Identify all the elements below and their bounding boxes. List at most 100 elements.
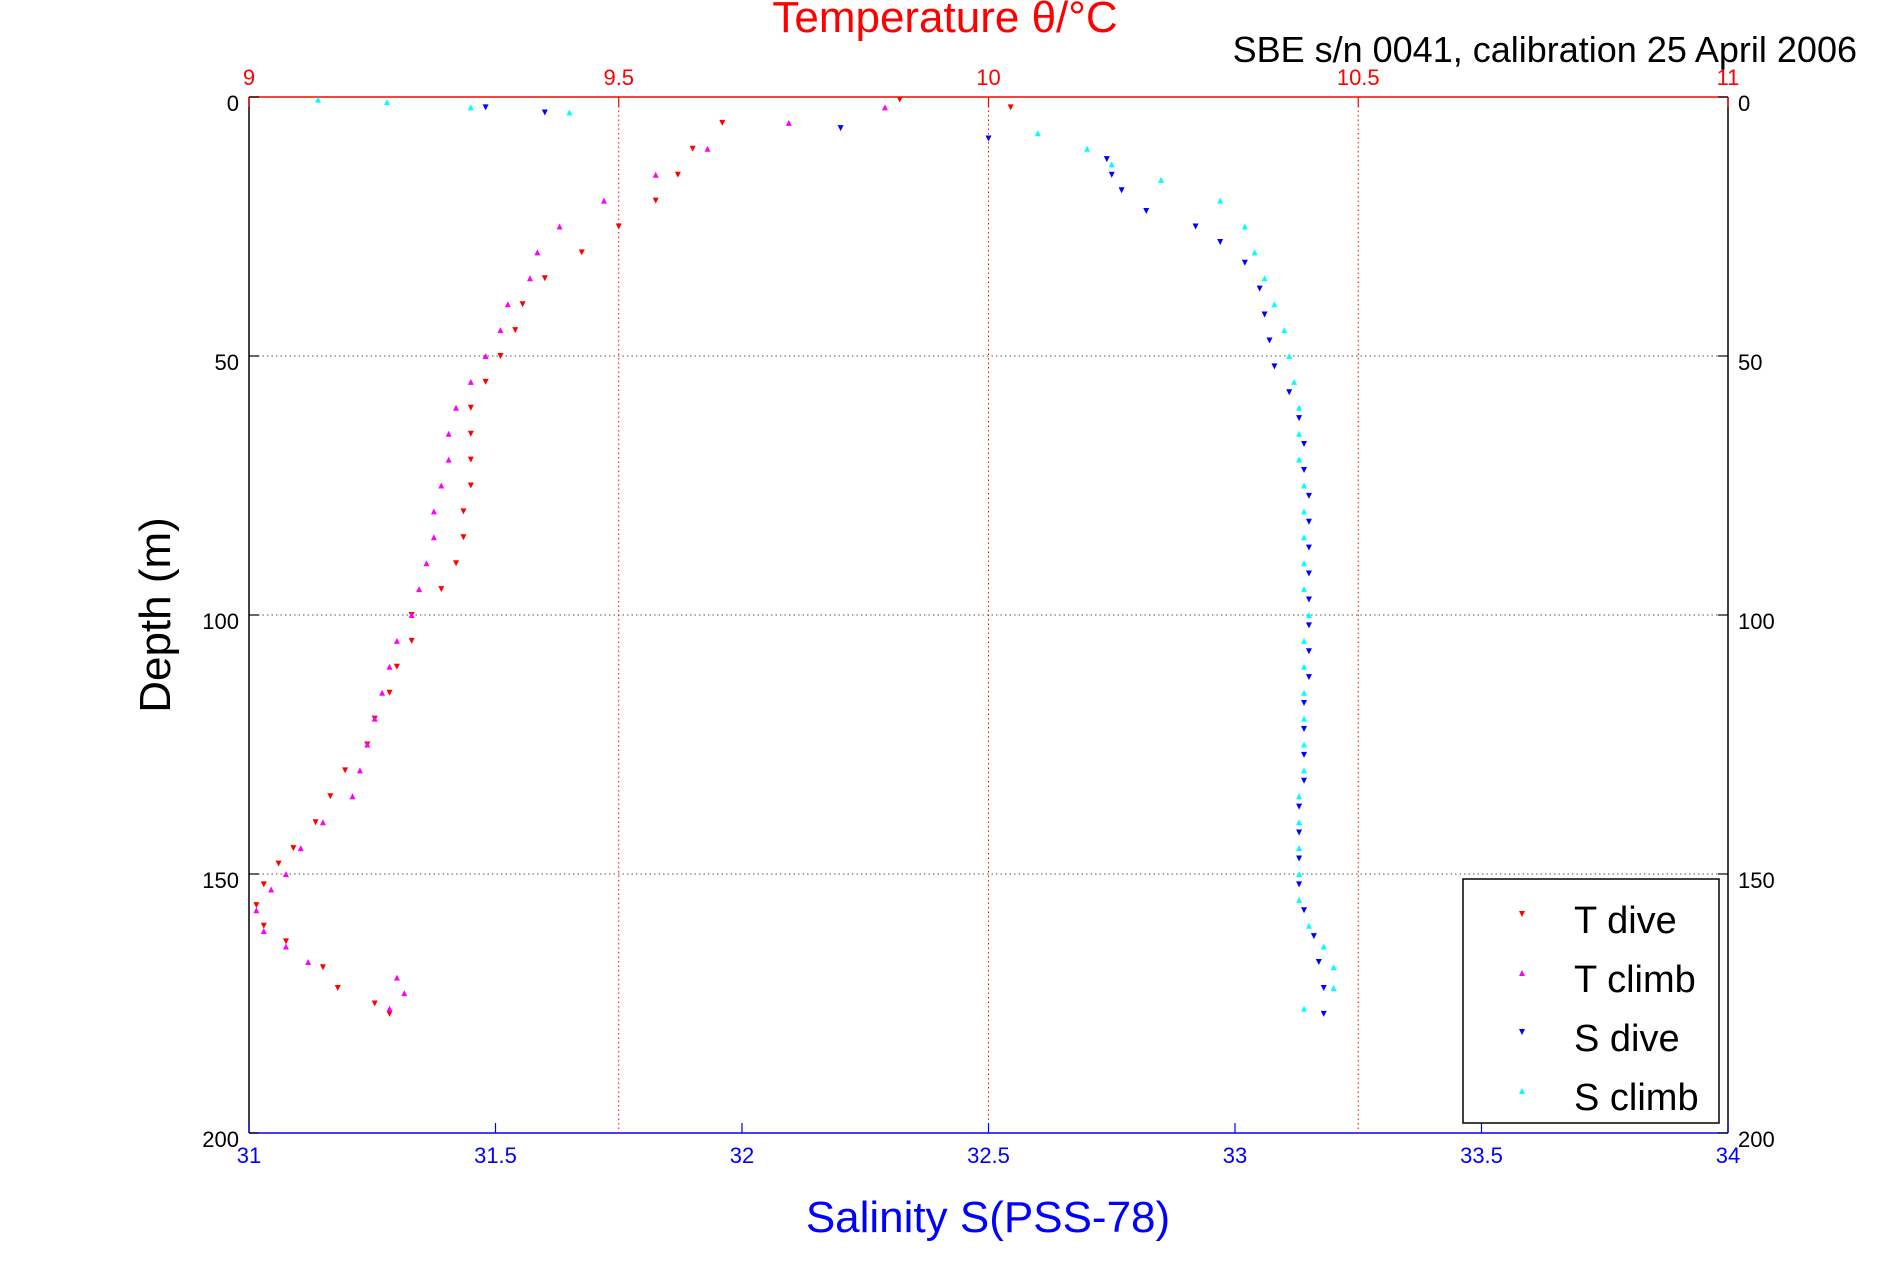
bottom-tick-label: 33.5 bbox=[1460, 1143, 1503, 1168]
data-point bbox=[1281, 327, 1288, 334]
data-point bbox=[260, 922, 267, 929]
legend-label-s-dive: S dive bbox=[1574, 1018, 1680, 1060]
data-point bbox=[689, 145, 696, 152]
grid bbox=[249, 97, 1728, 1133]
series-s-dive bbox=[482, 104, 1327, 1017]
data-point bbox=[386, 689, 393, 696]
y-tick-label-left: 150 bbox=[202, 868, 239, 893]
data-point bbox=[1305, 570, 1312, 577]
data-point bbox=[615, 223, 622, 230]
data-point bbox=[1296, 829, 1303, 836]
data-point bbox=[504, 301, 511, 308]
legend-marker-s-dive bbox=[1519, 1029, 1525, 1035]
data-point bbox=[1271, 301, 1278, 308]
data-point bbox=[253, 907, 260, 914]
data-point bbox=[453, 560, 460, 567]
top-tick-label: 9 bbox=[243, 65, 255, 90]
data-point bbox=[541, 109, 548, 116]
data-point bbox=[467, 378, 474, 385]
data-point bbox=[467, 404, 474, 411]
data-point bbox=[253, 902, 260, 909]
y-tick-label-left: 50 bbox=[215, 350, 239, 375]
legend-entry-t-dive: T dive bbox=[1519, 900, 1677, 942]
data-point bbox=[1301, 482, 1308, 489]
data-point bbox=[1301, 777, 1308, 784]
data-point bbox=[1301, 725, 1308, 732]
legend-box bbox=[1462, 878, 1720, 1124]
data-point bbox=[1305, 492, 1312, 499]
data-point bbox=[1305, 674, 1312, 681]
bottom-tick-label: 33 bbox=[1223, 1143, 1247, 1168]
legend-marker-s-climb bbox=[1519, 1088, 1525, 1094]
series-t-climb bbox=[253, 104, 888, 1012]
data-point bbox=[497, 327, 504, 334]
data-point bbox=[1143, 207, 1150, 214]
data-point bbox=[315, 96, 322, 103]
data-point bbox=[1320, 1010, 1327, 1017]
data-point bbox=[1158, 176, 1165, 183]
data-point bbox=[527, 275, 534, 282]
legend-label-t-climb: T climb bbox=[1574, 959, 1696, 1001]
data-point bbox=[384, 99, 391, 106]
data-point bbox=[1315, 959, 1322, 966]
data-point bbox=[1301, 741, 1308, 748]
top-tick-label: 10.5 bbox=[1337, 65, 1380, 90]
legend-label-s-climb: S climb bbox=[1574, 1077, 1699, 1119]
data-point bbox=[985, 135, 992, 142]
data-point bbox=[1108, 161, 1115, 168]
data-point bbox=[445, 456, 452, 463]
data-point bbox=[1192, 223, 1199, 230]
bottom-tick-label: 32 bbox=[730, 1143, 754, 1168]
data-point bbox=[386, 1010, 393, 1017]
data-point bbox=[408, 612, 415, 618]
bottom-tick-label: 31 bbox=[237, 1143, 261, 1168]
data-point bbox=[268, 886, 275, 893]
data-point bbox=[312, 819, 319, 826]
data-point bbox=[482, 378, 489, 385]
data-point bbox=[371, 1000, 378, 1007]
data-point bbox=[1301, 751, 1308, 758]
data-point bbox=[282, 943, 289, 950]
data-point bbox=[1305, 922, 1312, 929]
data-point bbox=[1296, 793, 1303, 800]
data-point bbox=[1301, 508, 1308, 515]
data-point bbox=[1301, 466, 1308, 473]
data-point bbox=[416, 586, 423, 593]
data-point bbox=[1305, 544, 1312, 551]
data-point bbox=[600, 197, 607, 204]
data-point bbox=[386, 1005, 393, 1012]
data-point bbox=[371, 715, 378, 722]
data-point bbox=[519, 301, 526, 308]
data-point bbox=[512, 327, 519, 334]
ticks: 0 0 50 50 100 100 150 150 200 200 9 9.5 10 10.5 11 31 31… bbox=[202, 65, 1774, 1168]
data-point bbox=[379, 689, 386, 696]
data-point bbox=[260, 881, 267, 888]
data-point bbox=[1305, 596, 1312, 603]
bottom-tick-label: 32.5 bbox=[967, 1143, 1010, 1168]
data-point bbox=[1034, 130, 1041, 137]
legend-label-t-dive: T dive bbox=[1574, 900, 1677, 942]
legend-marker-t-climb bbox=[1519, 970, 1525, 976]
top-tick-label: 10 bbox=[976, 65, 1000, 90]
data-point bbox=[319, 819, 326, 826]
data-point bbox=[1310, 933, 1317, 940]
y-tick-label-left: 0 bbox=[227, 91, 239, 116]
data-point bbox=[674, 171, 681, 178]
data-point bbox=[1301, 700, 1308, 707]
data-point bbox=[785, 119, 792, 126]
data-point bbox=[896, 96, 903, 103]
x-axis-label: Salinity S(PSS-78) bbox=[806, 1193, 1170, 1242]
data-point bbox=[1217, 197, 1224, 204]
data-point bbox=[282, 871, 289, 877]
data-point bbox=[1286, 389, 1293, 396]
data-point bbox=[305, 959, 312, 966]
y-tick-label-left: 100 bbox=[202, 609, 239, 634]
data-point bbox=[1103, 156, 1110, 163]
data-point bbox=[1296, 845, 1303, 852]
data-point bbox=[1330, 964, 1337, 971]
data-point bbox=[342, 767, 349, 774]
data-point bbox=[430, 534, 437, 541]
data-point bbox=[1301, 767, 1308, 774]
legend-marker-t-dive bbox=[1519, 911, 1525, 917]
data-point bbox=[401, 990, 408, 997]
